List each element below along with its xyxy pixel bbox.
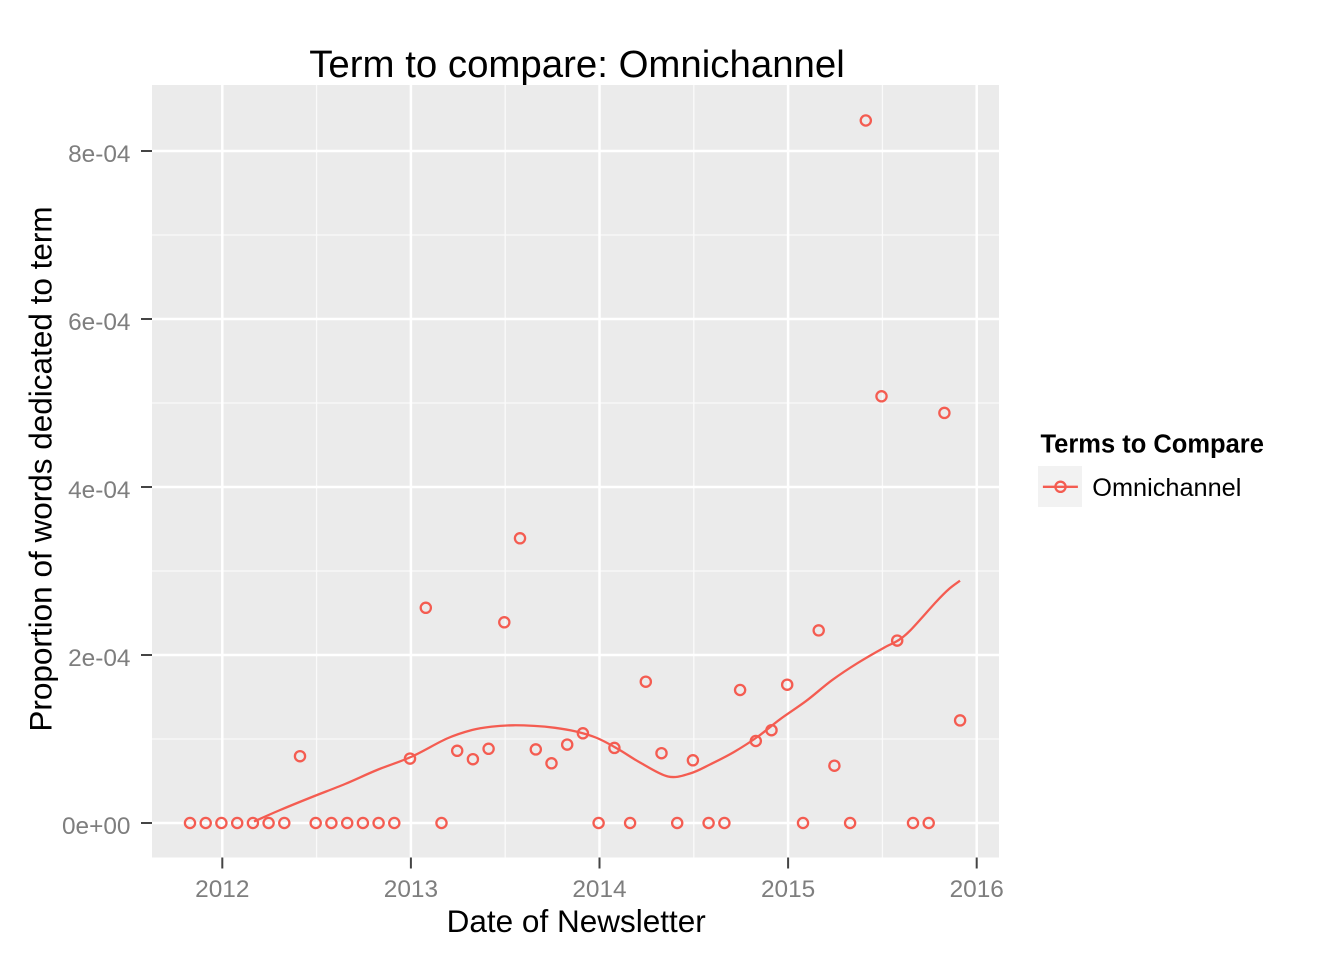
svg-text:2016: 2016 bbox=[950, 876, 1004, 903]
svg-text:2014: 2014 bbox=[572, 876, 626, 903]
svg-text:4e-04: 4e-04 bbox=[68, 477, 130, 504]
svg-text:2012: 2012 bbox=[195, 876, 249, 903]
svg-text:2015: 2015 bbox=[761, 876, 815, 903]
svg-text:2e-04: 2e-04 bbox=[68, 645, 130, 672]
svg-text:2013: 2013 bbox=[384, 876, 438, 903]
svg-text:Terms to Compare: Terms to Compare bbox=[1041, 431, 1264, 459]
svg-text:Proportion of words dedicated: Proportion of words dedicated to term bbox=[23, 206, 59, 731]
svg-text:Date of Newsletter: Date of Newsletter bbox=[447, 903, 706, 939]
svg-text:Omnichannel: Omnichannel bbox=[1092, 474, 1241, 502]
svg-text:6e-04: 6e-04 bbox=[68, 309, 130, 336]
svg-text:Term to compare: Omnichannel: Term to compare: Omnichannel bbox=[309, 43, 845, 86]
svg-text:8e-04: 8e-04 bbox=[68, 141, 130, 168]
svg-text:0e+00: 0e+00 bbox=[62, 813, 131, 840]
